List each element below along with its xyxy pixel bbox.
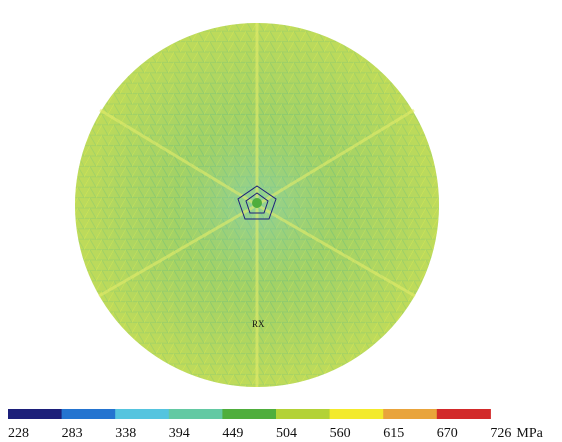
- dome-mesh: RX: [75, 23, 439, 387]
- colorbar-segment: [8, 409, 62, 419]
- colorbar-unit: MPa: [516, 426, 543, 441]
- colorbar: 228 283 338 394 449 504 560 615 670 726 MPa: [8, 409, 544, 441]
- stress-contour: RX 228 283 338 394 449 504 560 615 670 726 MPa: [0, 0, 562, 442]
- figure: RX 228 283 338 394 449 504 560 615 670 726 MPa: [0, 0, 562, 442]
- colorbar-segment: [383, 409, 437, 419]
- svg-text:RX: RX: [252, 319, 265, 329]
- colorbar-tick-label: 338: [115, 426, 136, 441]
- colorbar-segment: [115, 409, 169, 419]
- colorbar-segment: [62, 409, 116, 419]
- colorbar-tick-label: 670: [437, 426, 458, 441]
- colorbar-segment: [437, 409, 491, 419]
- colorbar-segment: [222, 409, 276, 419]
- colorbar-tick-label: 560: [330, 426, 351, 441]
- colorbar-tick-label: 504: [276, 426, 297, 441]
- colorbar-segment: [330, 409, 384, 419]
- colorbar-segment: [276, 409, 330, 419]
- colorbar-tick-label: 228: [8, 426, 29, 441]
- colorbar-tick-label: 726: [490, 426, 511, 441]
- colorbar-segment: [169, 409, 223, 419]
- colorbar-tick-label: 283: [62, 426, 83, 441]
- colorbar-tick-label: 394: [169, 426, 190, 441]
- colorbar-tick-label: 615: [383, 426, 404, 441]
- colorbar-tick-label: 449: [222, 426, 243, 441]
